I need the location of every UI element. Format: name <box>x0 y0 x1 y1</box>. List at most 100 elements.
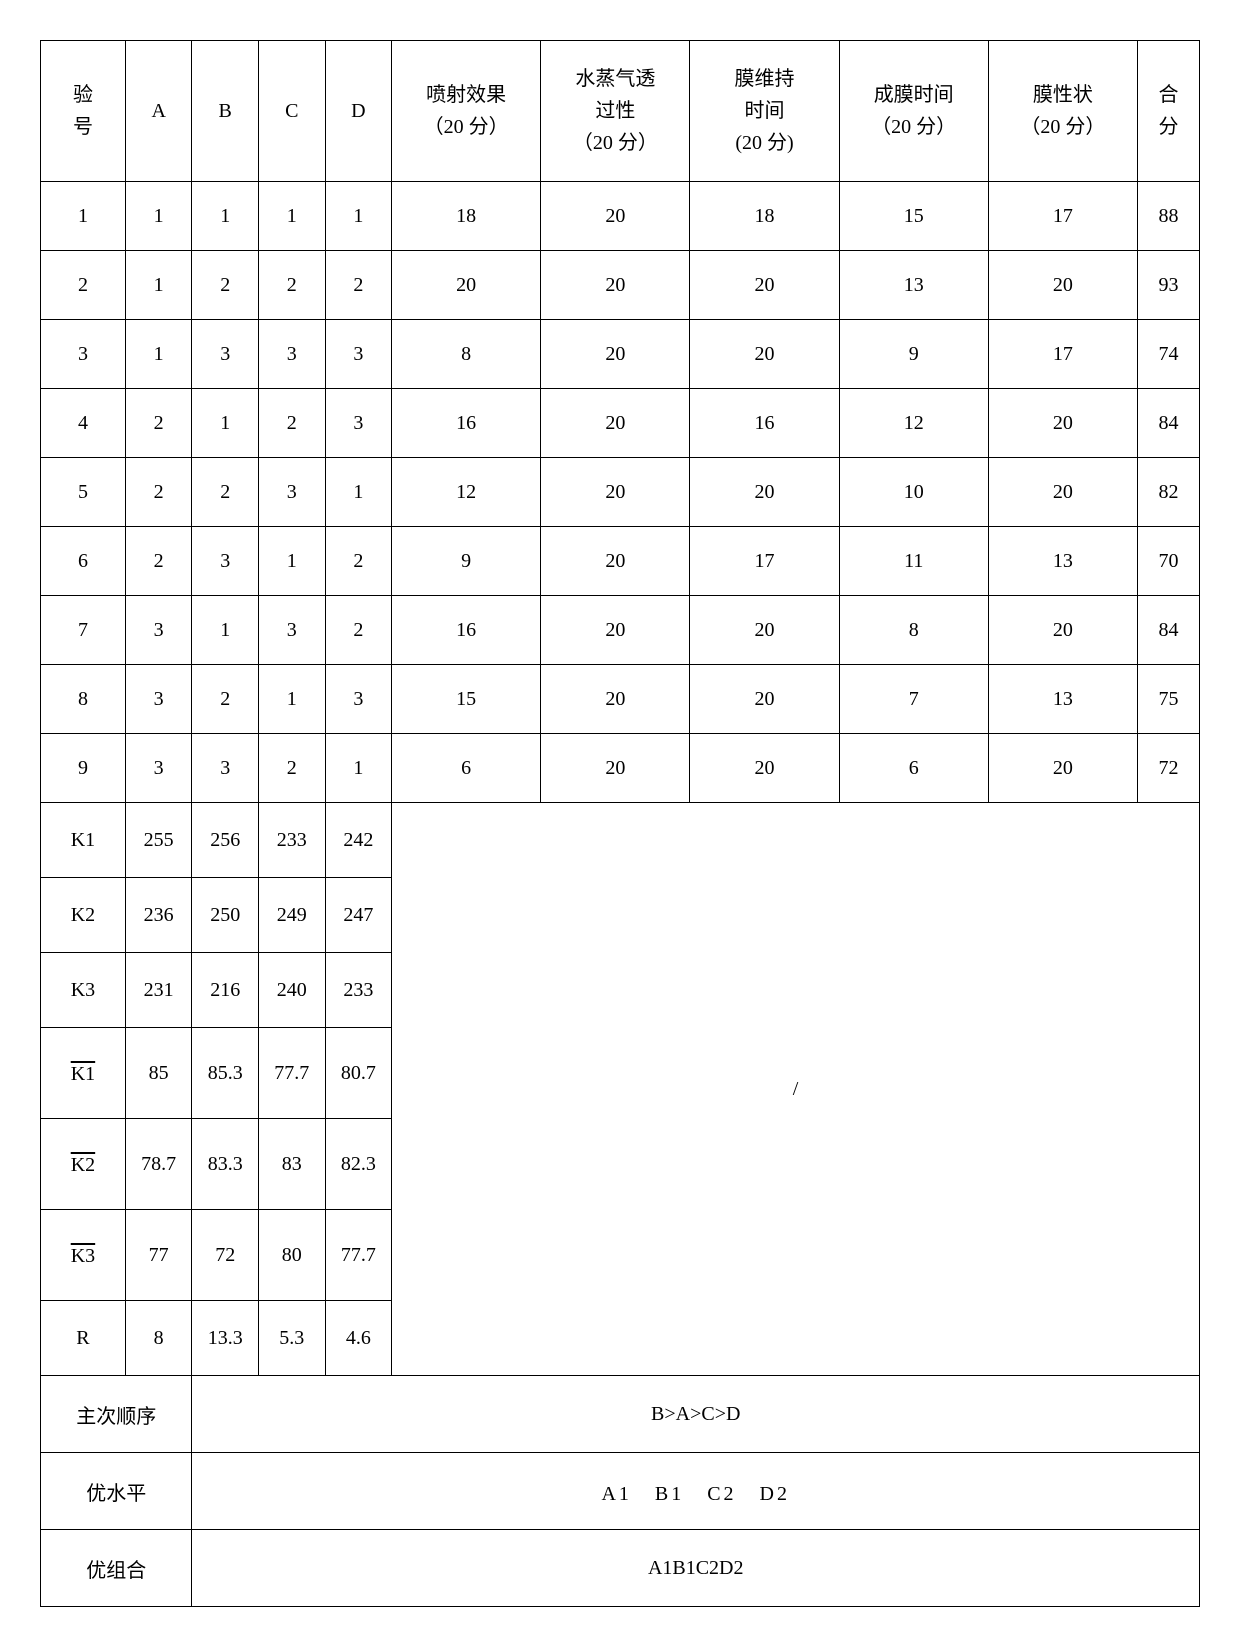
cell: 1 <box>325 458 392 527</box>
cell: 5 <box>41 458 126 527</box>
k-cell: 242 <box>325 803 392 878</box>
k-cell: 78.7 <box>125 1119 192 1210</box>
k-cell: 256 <box>192 803 259 878</box>
cell: 20 <box>541 527 690 596</box>
cell: 75 <box>1137 665 1199 734</box>
k-row: K1255256233242/ <box>41 803 1200 878</box>
cell: 13 <box>839 251 988 320</box>
summary-level-row: 优水平 A1 B1 C2 D2 <box>41 1453 1200 1530</box>
cell: 88 <box>1137 182 1199 251</box>
cell: 1 <box>192 182 259 251</box>
k-cell: 77.7 <box>325 1210 392 1301</box>
k-cell: 82.3 <box>325 1119 392 1210</box>
cell: 1 <box>325 182 392 251</box>
header-D: D <box>325 41 392 182</box>
cell: 1 <box>259 665 326 734</box>
cell: 8 <box>41 665 126 734</box>
cell: 7 <box>839 665 988 734</box>
k-cell: 240 <box>259 953 326 1028</box>
cell: 3 <box>125 596 192 665</box>
k-cell: 85.3 <box>192 1028 259 1119</box>
cell: 3 <box>325 389 392 458</box>
table-row: 42123162016122084 <box>41 389 1200 458</box>
header-film-shape: 膜性状（20 分） <box>988 41 1137 182</box>
cell: 20 <box>690 734 839 803</box>
cell: 20 <box>690 320 839 389</box>
k-cell: 5.3 <box>259 1301 326 1376</box>
header-film-time: 成膜时间（20 分） <box>839 41 988 182</box>
k-cell: 77.7 <box>259 1028 326 1119</box>
table-row: 8321315202071375 <box>41 665 1200 734</box>
cell: 20 <box>541 734 690 803</box>
k-cell: 80 <box>259 1210 326 1301</box>
cell: 9 <box>392 527 541 596</box>
header-row: 验号 A B C D 喷射效果（20 分） 水蒸气透过性（20 分） 膜维持时间… <box>41 41 1200 182</box>
summary-level-value: A1 B1 C2 D2 <box>192 1453 1200 1530</box>
k-cell: 249 <box>259 878 326 953</box>
k-cell: 250 <box>192 878 259 953</box>
cell: 20 <box>988 596 1137 665</box>
cell: 20 <box>690 458 839 527</box>
k-cell: 247 <box>325 878 392 953</box>
cell: 7 <box>41 596 126 665</box>
cell: 6 <box>41 527 126 596</box>
k-label: K1 <box>41 803 126 878</box>
header-A: A <box>125 41 192 182</box>
cell: 1 <box>192 596 259 665</box>
cell: 20 <box>541 389 690 458</box>
cell: 12 <box>839 389 988 458</box>
table-row: 7313216202082084 <box>41 596 1200 665</box>
table-row: 6231292017111370 <box>41 527 1200 596</box>
cell: 17 <box>988 320 1137 389</box>
cell: 10 <box>839 458 988 527</box>
cell: 2 <box>125 389 192 458</box>
header-total: 合分 <box>1137 41 1199 182</box>
summary-level-label: 优水平 <box>41 1453 192 1530</box>
cell: 70 <box>1137 527 1199 596</box>
slash-cell: / <box>392 803 1200 1376</box>
cell: 1 <box>125 251 192 320</box>
table-row: 11111182018151788 <box>41 182 1200 251</box>
table-row: 313338202091774 <box>41 320 1200 389</box>
summary-combo-label: 优组合 <box>41 1530 192 1607</box>
k-cell: 4.6 <box>325 1301 392 1376</box>
cell: 16 <box>392 389 541 458</box>
cell: 15 <box>392 665 541 734</box>
k-cell: 85 <box>125 1028 192 1119</box>
cell: 2 <box>325 251 392 320</box>
cell: 16 <box>690 389 839 458</box>
summary-combo-value: A1B1C2D2 <box>192 1530 1200 1607</box>
orthogonal-table: 验号 A B C D 喷射效果（20 分） 水蒸气透过性（20 分） 膜维持时间… <box>40 40 1200 1607</box>
header-exp-no: 验号 <box>41 41 126 182</box>
cell: 3 <box>259 458 326 527</box>
table-row: 21222202020132093 <box>41 251 1200 320</box>
cell: 2 <box>125 458 192 527</box>
k-cell: 231 <box>125 953 192 1028</box>
k-label: K1 <box>41 1028 126 1119</box>
cell: 12 <box>392 458 541 527</box>
cell: 3 <box>192 527 259 596</box>
cell: 20 <box>988 458 1137 527</box>
k-cell: 236 <box>125 878 192 953</box>
cell: 2 <box>41 251 126 320</box>
header-C: C <box>259 41 326 182</box>
cell: 84 <box>1137 389 1199 458</box>
cell: 20 <box>392 251 541 320</box>
k-label: R <box>41 1301 126 1376</box>
cell: 20 <box>541 320 690 389</box>
cell: 2 <box>325 596 392 665</box>
cell: 6 <box>839 734 988 803</box>
cell: 1 <box>41 182 126 251</box>
k-cell: 13.3 <box>192 1301 259 1376</box>
cell: 20 <box>690 665 839 734</box>
k-label: K3 <box>41 1210 126 1301</box>
cell: 1 <box>259 527 326 596</box>
cell: 13 <box>988 665 1137 734</box>
cell: 1 <box>125 182 192 251</box>
cell: 18 <box>690 182 839 251</box>
table-row: 933216202062072 <box>41 734 1200 803</box>
cell: 18 <box>392 182 541 251</box>
cell: 1 <box>325 734 392 803</box>
summary-order-label: 主次顺序 <box>41 1376 192 1453</box>
k-cell: 255 <box>125 803 192 878</box>
